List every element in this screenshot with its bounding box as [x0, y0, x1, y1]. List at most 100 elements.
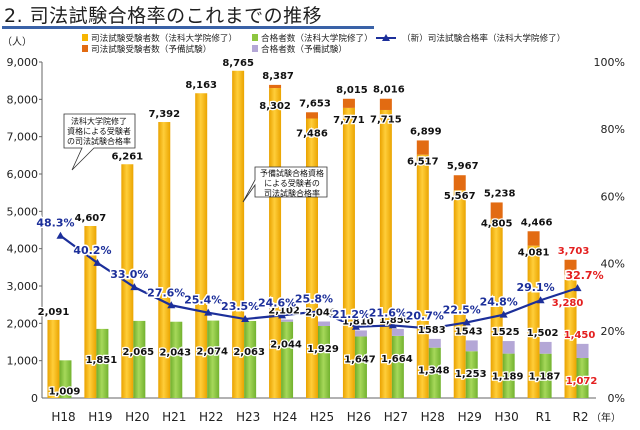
- y-axis-unit-label: （人）: [2, 36, 32, 48]
- bar-pass-law: [244, 320, 257, 398]
- annotation-text-law: 資格による受験者: [67, 126, 131, 136]
- bar-exam-law: [269, 88, 282, 399]
- exam-law-label: 4,805: [481, 218, 513, 229]
- annotation-text-prep: 司法試験合格率: [264, 188, 320, 198]
- legend-label-exam-law: 司法試験受験者数（法科大学院修了）: [91, 32, 237, 44]
- pass-total-label: 1,850: [379, 315, 411, 326]
- y-tick-label: 9,000: [7, 56, 39, 69]
- bar-exam-law: [158, 122, 171, 399]
- bar-exam-law: [195, 93, 208, 399]
- x-tick-label: H26: [347, 410, 371, 424]
- annotations: 法科大学院修了資格による受験者の司法試験合格率予備試験合格資格による受験者の司法…: [63, 113, 328, 203]
- exam-law-label: 7,715: [370, 115, 402, 126]
- bar-pass-prep: [354, 330, 367, 337]
- x-tick-label: H25: [310, 410, 334, 424]
- bar-exam-prep: [379, 98, 392, 110]
- exam-total-label: 4,466: [521, 217, 553, 228]
- legend-label-exam-prep: 司法試験受験者数（予備試験）: [91, 43, 211, 55]
- exam-total-label: 8,015: [336, 85, 368, 96]
- pass-law-label: 1,929: [307, 344, 339, 355]
- pass-total-label: 1525: [492, 327, 520, 338]
- bar-pass-law: [539, 353, 552, 398]
- exam-law-label: 7,771: [333, 115, 365, 126]
- rate-marker: [278, 311, 287, 319]
- exam-total-label: 5,967: [447, 161, 479, 172]
- x-tick-label: H30: [495, 410, 519, 424]
- pass-law-label: 1,348: [418, 366, 450, 377]
- bar-pass-prep: [428, 338, 441, 348]
- title-block: 2. 司法試験合格率のこれまでの推移: [2, 0, 374, 30]
- pass-law-label: 1,187: [529, 372, 561, 383]
- bar-pass-prep: [465, 340, 478, 352]
- legend-label-pass-law: 合格者数（法科大学院修了）: [261, 32, 373, 44]
- rate-label: 25.4%: [184, 294, 222, 307]
- exam-total-label: 8,016: [373, 85, 405, 96]
- exam-law-label: 8,765: [222, 58, 254, 69]
- legend-swatch-pass-prep: [252, 45, 258, 52]
- exam-law-label: 7,392: [148, 109, 180, 120]
- bar-exam-prep: [416, 140, 429, 155]
- bar-pass-law: [354, 336, 367, 398]
- bar-pass-law: [207, 320, 220, 398]
- rate-marker: [388, 321, 397, 329]
- pass-law-label: 2,044: [270, 340, 302, 351]
- pass-law-label: 2,074: [196, 347, 228, 358]
- rate-label: 22.5%: [443, 303, 481, 316]
- exam-total-label: 8,387: [262, 71, 294, 82]
- x-tick-label: H27: [384, 410, 408, 424]
- pass-total-label: 1583: [418, 325, 446, 336]
- annotation-text-prep: による受験者の: [264, 178, 320, 188]
- exam-law-label: 4,607: [75, 213, 107, 224]
- bar-pass-prep: [281, 319, 294, 322]
- rate-marker: [315, 307, 323, 315]
- y-right-tick-label: 40%: [601, 258, 625, 271]
- pass-law-label: 1,189: [492, 372, 524, 383]
- y-tick-label: 0: [31, 392, 38, 405]
- bar-exam-law: [527, 245, 540, 398]
- rate-label: 21.6%: [369, 306, 407, 319]
- bar-exam-law: [232, 70, 245, 399]
- rate-marker: [167, 301, 176, 309]
- bar-exam-prep: [490, 202, 503, 219]
- y-right-tick-label: 80%: [601, 123, 625, 136]
- rate-label: 32.7%: [565, 269, 603, 282]
- y-right-tick-label: 60%: [601, 190, 625, 203]
- x-tick-label: H20: [125, 410, 149, 424]
- x-tick-label: H21: [162, 410, 186, 424]
- bar-line-chart: （人） 0 1,000 2,000 3,000 4,000 5,000 6,000 7,000 8…: [2, 32, 625, 424]
- rate-label: 24.6%: [258, 296, 296, 309]
- bar-pass-law: [465, 351, 478, 398]
- exam-law-label: 2,091: [38, 307, 70, 318]
- bar-exam-law: [121, 164, 134, 398]
- bar-pass-law: [96, 328, 109, 398]
- x-tick-label: H28: [421, 410, 445, 424]
- bar-exam-law: [490, 218, 503, 398]
- bar-pass-prep: [502, 341, 515, 354]
- bar-exam-prep: [453, 175, 466, 191]
- legend: 司法試験受験者数（法科大学院修了）司法試験受験者数（予備試験） 合格者数（法科大学…: [82, 32, 565, 55]
- rate-label: 21.2%: [332, 308, 370, 321]
- exam-law-label: 6,517: [407, 156, 439, 167]
- pass-law-label: 1,072: [566, 376, 598, 387]
- bar-exam-law: [47, 319, 60, 398]
- pass-law-label: 1,009: [49, 386, 81, 397]
- rate-marker: [536, 296, 545, 304]
- bar-pass-prep: [576, 343, 589, 358]
- annotation-text-law: の司法試験合格率: [67, 136, 131, 146]
- rate-marker: [573, 284, 582, 292]
- axes: （人） 0 1,000 2,000 3,000 4,000 5,000 6,000 7,000 8…: [2, 36, 625, 424]
- rate-label: 29.1%: [517, 281, 555, 294]
- annotation-box-prep: [242, 166, 328, 203]
- exam-total-label: 3,703: [558, 246, 590, 257]
- bar-pass-prep: [318, 321, 330, 326]
- exam-total-label: 7,653: [299, 98, 331, 109]
- rate-label: 48.3%: [36, 217, 74, 230]
- bar-pass-law: [133, 320, 146, 398]
- x-tick-label: H19: [88, 410, 112, 424]
- x-axis-unit-label: （年）: [591, 411, 621, 424]
- bar-pass-prep: [391, 328, 404, 336]
- annotation-box-law: [63, 113, 136, 171]
- data-labels: 2,091 4,607 6,261 7,392 8,163 8,765 8,302 7,486…: [35, 57, 605, 399]
- y-tick-label: 3,000: [7, 280, 39, 293]
- legend-label-pass-prep: 合格者数（予備試験）: [261, 43, 347, 55]
